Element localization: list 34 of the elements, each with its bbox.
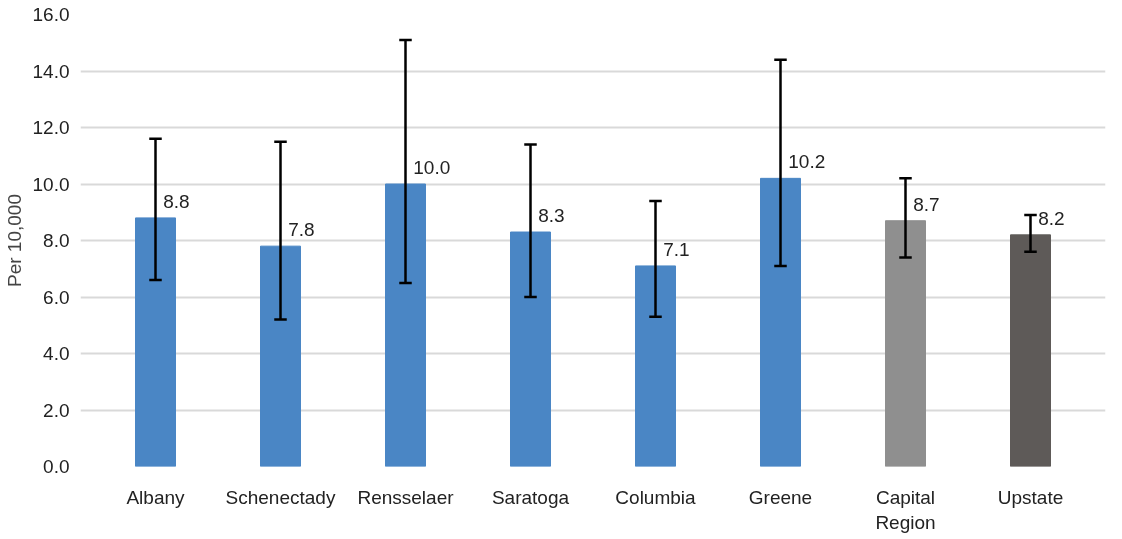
data-label: 8.3 [538, 205, 565, 227]
bar [135, 217, 176, 467]
x-tick-label: Rensselaer [357, 486, 455, 508]
data-label: 8.8 [163, 190, 190, 212]
data-label: 7.1 [663, 238, 690, 260]
x-tick-label: Greene [748, 486, 813, 508]
y-tick-label: 12.0 [32, 117, 70, 138]
bar [510, 231, 551, 467]
y-tick-label: 14.0 [32, 60, 70, 82]
x-tick-label: Columbia [615, 486, 697, 508]
data-label: 8.2 [1038, 207, 1065, 229]
bar [760, 177, 801, 467]
bar [385, 183, 426, 467]
y-axis-title: Per 10,000 [3, 194, 25, 287]
y-tick-label: 10.0 [32, 173, 70, 195]
bar [885, 220, 926, 467]
bar [260, 245, 301, 467]
y-tick-label: 2.0 [43, 399, 70, 421]
y-tick-label: 0.0 [43, 456, 70, 477]
bar [1010, 234, 1051, 467]
x-tick-label: Albany [126, 486, 186, 508]
x-tick-label: Upstate [997, 486, 1064, 508]
y-tick-label: 16.0 [32, 4, 70, 25]
data-label: 10.0 [413, 157, 451, 178]
y-tick-label: 6.0 [43, 286, 70, 308]
y-tick-label: 8.0 [43, 230, 70, 251]
x-tick-label: Schenectady [225, 486, 336, 508]
data-label: 7.8 [288, 219, 315, 241]
bar [635, 265, 676, 467]
x-tick-label: Capital Region [875, 486, 936, 533]
data-label: 10.2 [788, 151, 826, 173]
x-tick-label: Saratoga [491, 486, 570, 508]
data-label: 8.7 [913, 193, 940, 215]
y-tick-label: 4.0 [43, 343, 70, 364]
